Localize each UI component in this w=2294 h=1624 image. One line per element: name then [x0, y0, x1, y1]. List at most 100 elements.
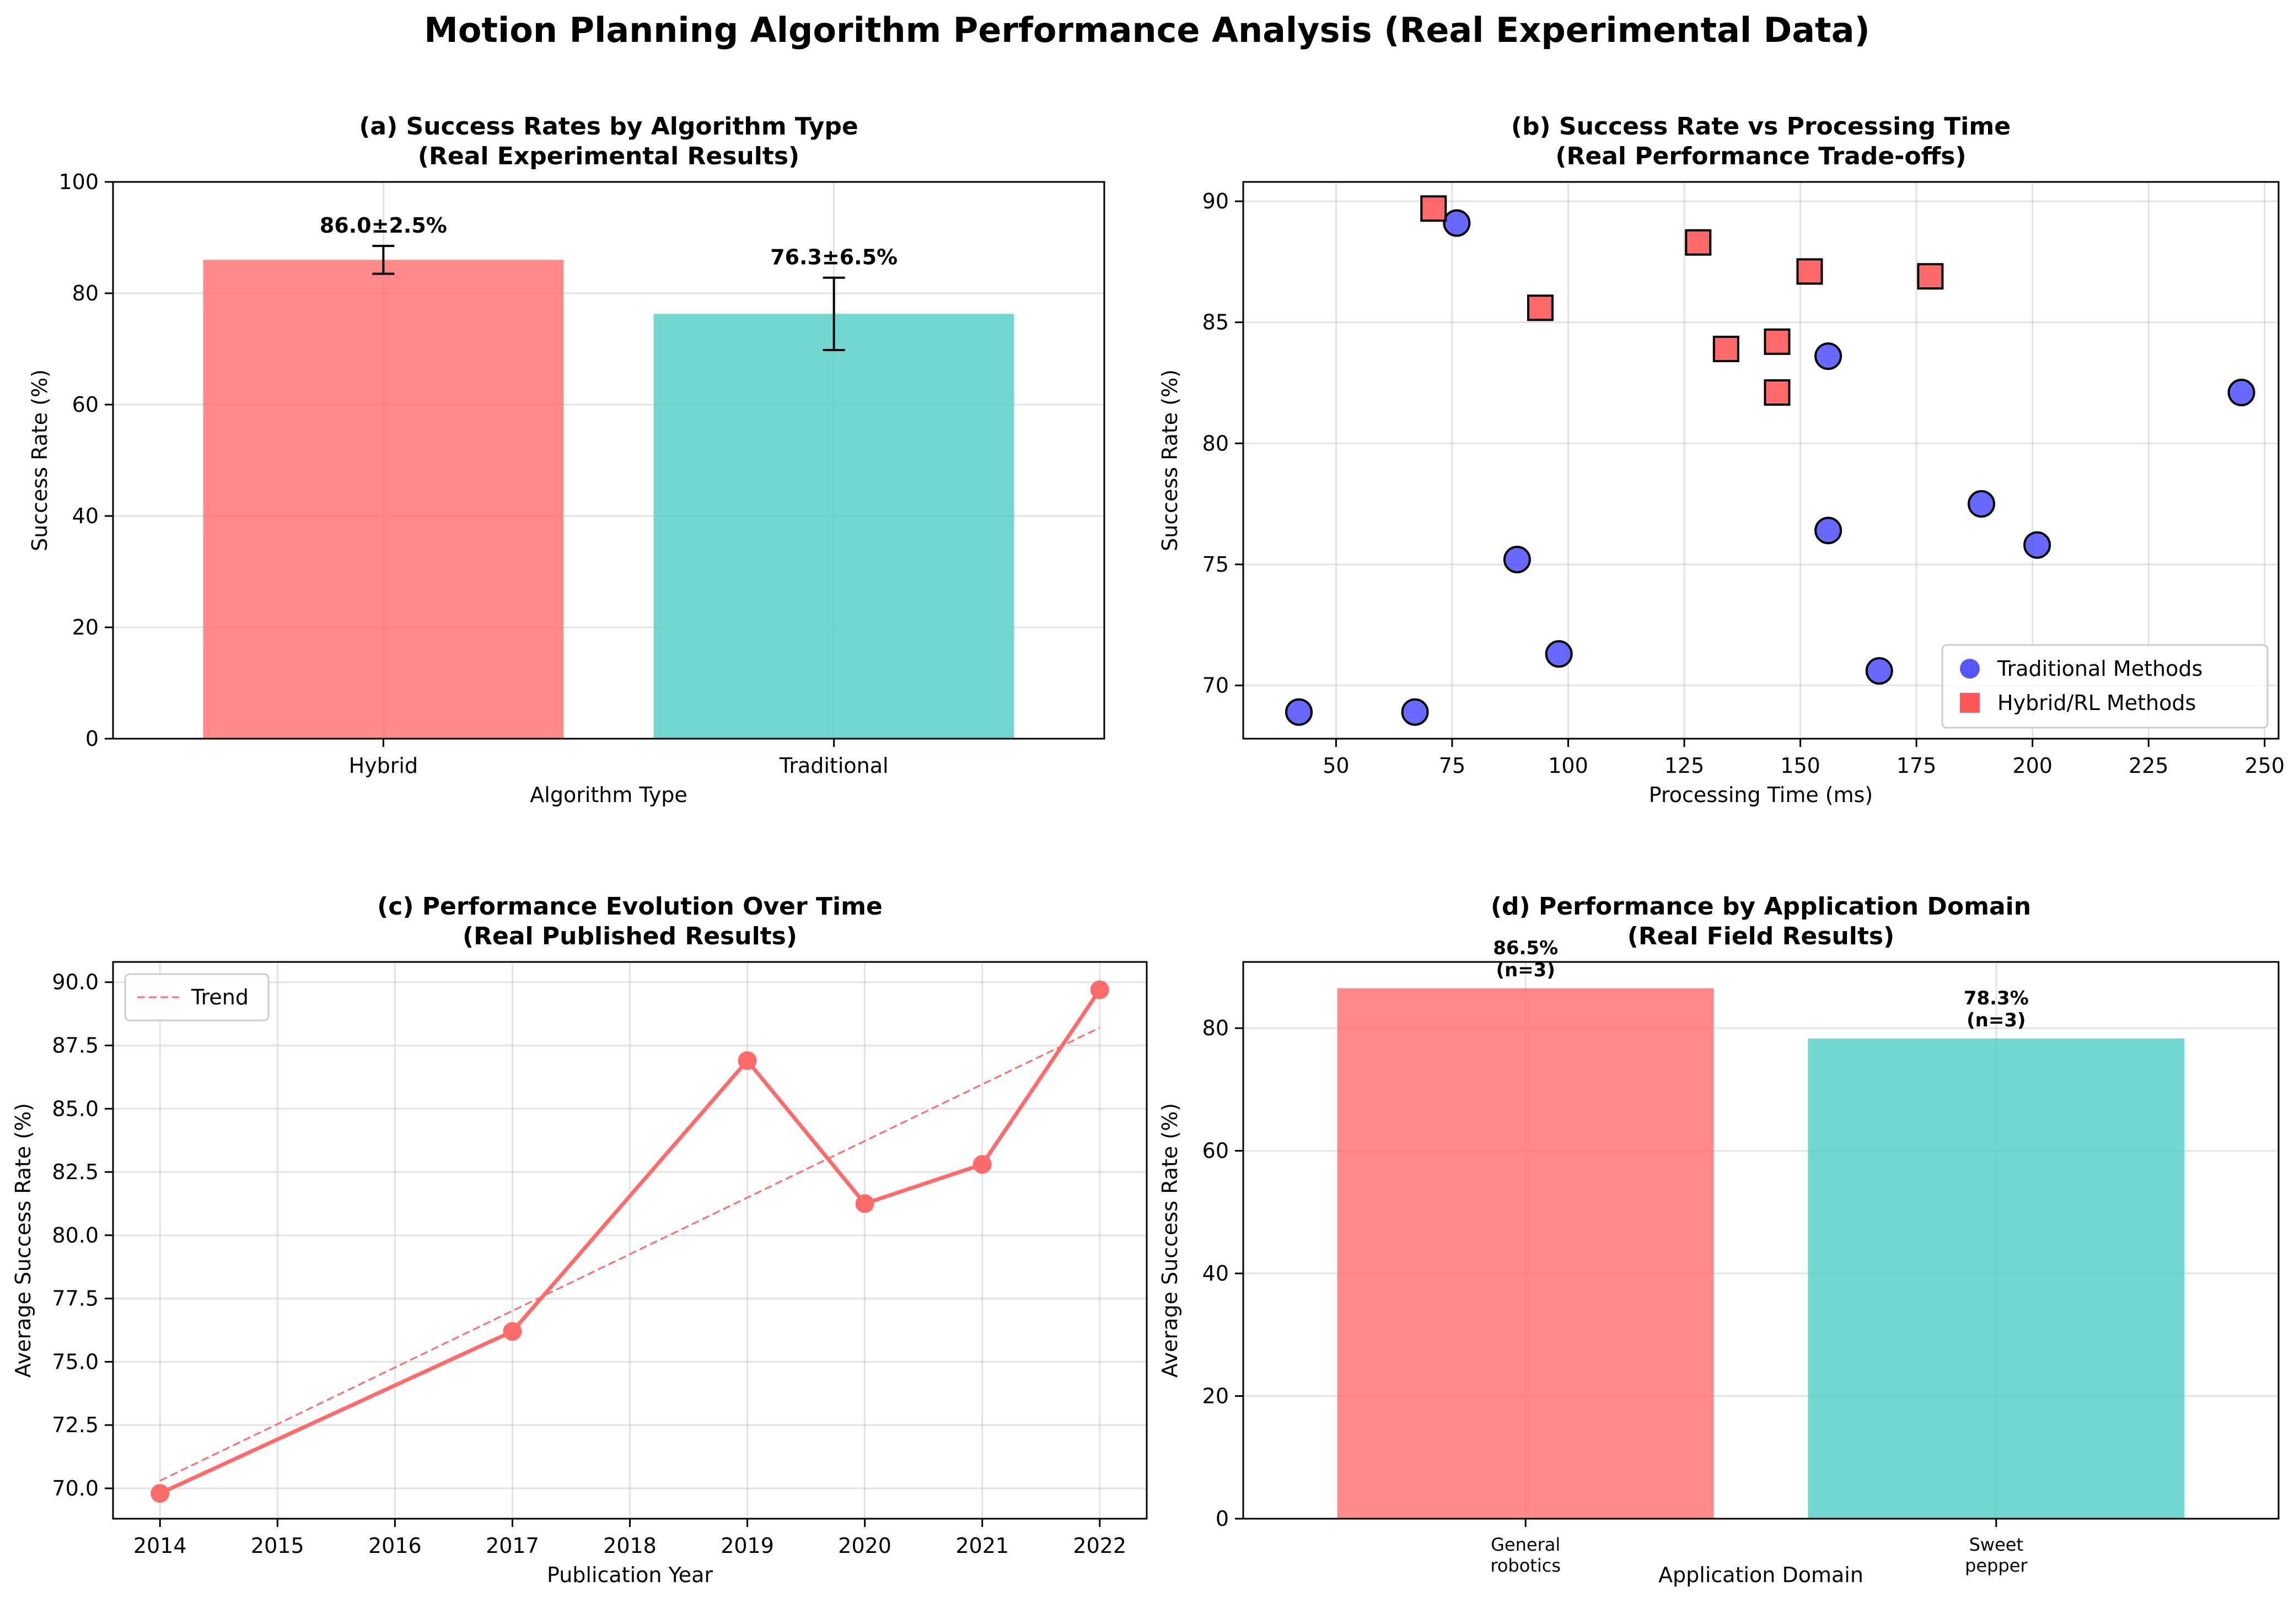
y-tick-label: 20: [1202, 1384, 1229, 1408]
y-tick-label: 85.0: [52, 1096, 99, 1121]
data-point: [738, 1051, 757, 1071]
x-tick-label: 175: [1897, 754, 1937, 778]
x-tick-label: 2019: [721, 1534, 774, 1558]
subplot-subtitle: (Real Field Results): [1627, 922, 1894, 950]
y-tick-label: 0: [85, 727, 99, 751]
x-tick-label: Traditional: [779, 754, 889, 778]
y-tick-label: 0: [1216, 1507, 1229, 1531]
legend-box: [124, 973, 270, 1021]
y-tick-label: 80: [1202, 1016, 1229, 1040]
subplot-c: (c) Performance Evolution Over Time(Real…: [11, 892, 1148, 1587]
subplot-subtitle: (Real Performance Trade-offs): [1555, 142, 1966, 170]
figure-title: Motion Planning Algorithm Performance An…: [424, 10, 1870, 50]
bar-value-label: 76.3±6.5%: [770, 245, 898, 270]
y-tick-label: 60: [1202, 1139, 1229, 1163]
x-axis-label: Algorithm Type: [530, 783, 687, 807]
traditional-point: [1865, 657, 1893, 685]
y-axis-label: Success Rate (%): [1158, 369, 1182, 551]
hybrid-point: [1712, 336, 1739, 362]
x-tick-label: 2021: [955, 1534, 1009, 1558]
bar-count-label: (n=3): [1967, 1009, 2026, 1031]
y-tick-label: 77.5: [52, 1287, 99, 1311]
data-point: [503, 1322, 522, 1341]
traditional-point: [2227, 379, 2255, 407]
x-tick-label: 2022: [1073, 1534, 1126, 1558]
y-tick-label: 82.5: [52, 1160, 99, 1184]
bar-value-label: 86.5%: [1493, 937, 1558, 959]
y-tick-label: 70: [1202, 673, 1229, 697]
x-tick-label: robotics: [1490, 1555, 1561, 1576]
y-tick-label: 40: [1202, 1261, 1229, 1286]
axes-frame: [1242, 961, 2280, 1520]
y-tick-label: 75.0: [52, 1349, 99, 1374]
x-tick-label: 2014: [133, 1534, 187, 1558]
x-axis-label: Processing Time (ms): [1649, 783, 1873, 807]
y-tick-label: 80.0: [52, 1223, 99, 1247]
x-tick-label: 200: [2012, 754, 2053, 778]
y-tick-label: 72.5: [52, 1413, 99, 1437]
x-tick-label: 75: [1439, 754, 1465, 778]
y-tick-label: 80: [1202, 431, 1229, 455]
hybrid-point: [1527, 294, 1554, 321]
y-tick-label: 90.0: [52, 970, 99, 994]
x-tick-label: 100: [1548, 754, 1588, 778]
x-tick-label: 250: [2244, 754, 2285, 778]
hybrid-point: [1764, 328, 1791, 355]
x-tick-label: 2020: [838, 1534, 891, 1558]
y-tick-label: 40: [72, 504, 99, 528]
x-axis-label: Application Domain: [1658, 1563, 1863, 1587]
traditional-point: [1545, 640, 1573, 668]
legend-box: [1941, 644, 2269, 729]
traditional-point: [1285, 698, 1313, 726]
x-tick-label: 2018: [603, 1534, 657, 1558]
x-tick-label: 50: [1323, 754, 1349, 778]
subplot-subtitle: (Real Published Results): [463, 922, 797, 950]
bar-value-label: 86.0±2.5%: [320, 213, 447, 238]
y-tick-label: 85: [1202, 310, 1229, 335]
x-tick-label: Hybrid: [349, 754, 418, 778]
x-tick-label: 125: [1664, 754, 1705, 778]
traditional-point: [1401, 698, 1429, 726]
y-axis-label: Average Success Rate (%): [11, 1103, 35, 1378]
y-axis-label: Success Rate (%): [28, 369, 52, 551]
y-tick-label: 75: [1202, 552, 1229, 577]
legend-label: Traditional Methods: [1997, 657, 2202, 681]
data-point: [151, 1484, 170, 1503]
trend-line: [159, 1027, 1100, 1482]
hybrid-point: [1917, 263, 1944, 290]
x-tick-label: 225: [2129, 754, 2169, 778]
x-tick-label: 2016: [368, 1534, 422, 1558]
legend-label: Trend: [191, 985, 249, 1009]
x-tick-label: Sweet: [1969, 1534, 2023, 1555]
bar: [1337, 988, 1714, 1519]
subplot-title: (d) Performance by Application Domain: [1491, 892, 2031, 921]
legend: Traditional Methods Hybrid/RL Methods: [1941, 644, 2269, 729]
subplot-a: (a) Success Rates by Algorithm Type(Real…: [28, 112, 1105, 807]
y-tick-label: 100: [58, 170, 99, 194]
y-tick-label: 90: [1202, 189, 1229, 213]
axes-frame: [1242, 181, 2280, 740]
y-tick-label: 70.0: [52, 1476, 99, 1501]
data-point: [973, 1155, 992, 1174]
y-tick-label: 60: [72, 392, 99, 417]
x-tick-label: 150: [1780, 754, 1820, 778]
traditional-point: [2023, 531, 2051, 559]
bar-value-label: 78.3%: [1964, 987, 2029, 1009]
hybrid-point: [1685, 229, 1712, 256]
traditional-point: [1814, 342, 1842, 370]
traditional-point: [1443, 209, 1471, 237]
x-tick-label: General: [1491, 1534, 1560, 1555]
traditional-point: [1968, 490, 1996, 518]
y-tick-label: 87.5: [52, 1034, 99, 1058]
legend: Trend: [124, 973, 270, 1021]
hybrid-point: [1420, 195, 1447, 222]
traditional-point: [1503, 546, 1531, 574]
bar: [653, 314, 1014, 739]
legend-label: Hybrid/RL Methods: [1997, 691, 2196, 715]
hybrid-point: [1796, 258, 1823, 285]
subplot-subtitle: (Real Experimental Results): [418, 142, 799, 170]
hybrid-point: [1764, 379, 1791, 406]
subplot-title: (b) Success Rate vs Processing Time: [1511, 112, 2011, 141]
x-tick-label: 2017: [486, 1534, 539, 1558]
